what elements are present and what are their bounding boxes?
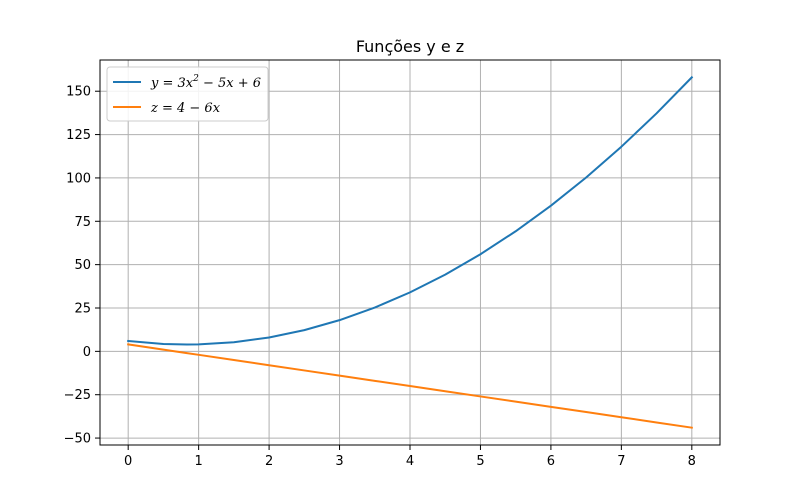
x-tick-label: 6 <box>547 454 555 469</box>
x-tick-label: 0 <box>124 454 132 469</box>
legend-box <box>106 66 269 122</box>
chart-title: Funções y e z <box>356 37 464 56</box>
y-axis: −50 −25 0 25 50 75 100 125 150 <box>64 85 100 447</box>
x-tick-label: 8 <box>688 454 696 469</box>
series-line-y <box>127 75 694 346</box>
y-tick-label: 100 <box>66 171 91 186</box>
y-tick-label: −50 <box>64 432 91 447</box>
x-tick-label: 1 <box>194 454 202 469</box>
y-tick-label: 50 <box>74 258 91 273</box>
series-line-z <box>127 343 693 429</box>
x-tick-label: 3 <box>335 454 343 469</box>
x-tick-label: 2 <box>265 454 273 469</box>
legend-label: z = 4 − 6x <box>150 101 221 116</box>
x-axis: 0 1 2 3 4 5 6 7 8 <box>124 445 696 469</box>
y-tick-label: 25 <box>74 301 91 316</box>
y-tick-label: −25 <box>64 388 91 403</box>
grid <box>100 60 720 445</box>
y-tick-label: 0 <box>83 345 91 360</box>
x-tick-label: 5 <box>476 454 484 469</box>
y-tick-label: 150 <box>66 85 91 100</box>
y-tick-label: 75 <box>74 215 91 230</box>
x-tick-label: 7 <box>617 454 625 469</box>
legend: y = 3x2 − 5x + 6 z = 4 − 6x <box>106 66 269 122</box>
y-tick-label: 125 <box>66 128 91 143</box>
x-tick-label: 4 <box>406 454 414 469</box>
series-layer <box>127 75 694 429</box>
legend-label: y = 3x2 − 5x + 6 <box>150 74 261 91</box>
